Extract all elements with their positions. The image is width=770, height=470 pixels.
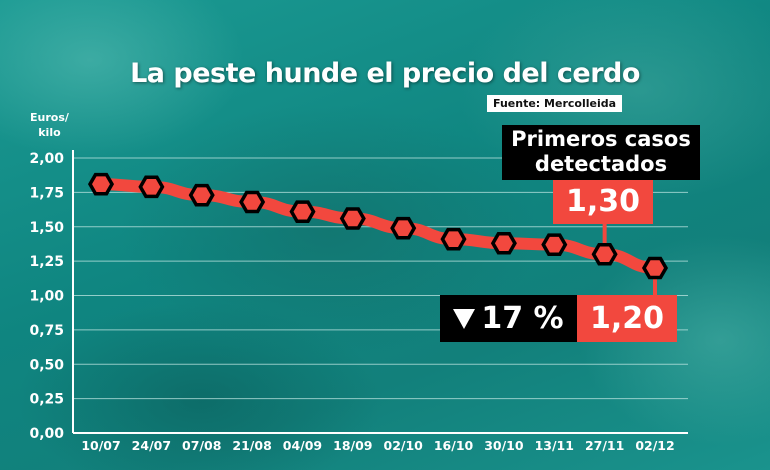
axes [72, 150, 688, 434]
last-value-callout: 1,20 [577, 295, 677, 342]
hexagon-marker-icon [87, 172, 115, 196]
hexagon-marker-icon [641, 256, 669, 280]
x-tick-label: 24/07 [132, 438, 171, 453]
y-tick-label: 0,75 [29, 323, 64, 339]
first-cases-callout: Primeros casos detectados [502, 125, 700, 180]
y-tick-label: 2,00 [29, 151, 64, 167]
y-axis-unit: Euros/ kilo [30, 110, 69, 140]
x-tick-label: 02/12 [635, 438, 674, 453]
hexagon-marker-icon [591, 242, 618, 266]
x-tick-label: 16/10 [434, 438, 474, 453]
hexagon-marker-icon [541, 233, 568, 256]
x-axis-labels: 10/07 24/07 07/08 21/08 04/09 18/09 02/10 16/10… [81, 438, 674, 453]
y-tick-label: 0,00 [29, 426, 64, 442]
y-axis-labels: 0,00 0,25 0,50 0,75 1,00 1,25 1,50 1,75 2,00 [29, 151, 64, 442]
x-tick-label: 07/08 [182, 438, 221, 453]
y-tick-label: 1,75 [29, 185, 64, 201]
x-tick-label: 30/10 [484, 438, 524, 453]
x-tick-label: 27/11 [585, 438, 624, 453]
y-tick-label: 1,25 [29, 254, 64, 270]
triangle-down-icon [453, 309, 476, 329]
y-tick-label: 0,50 [29, 357, 64, 373]
data-series [87, 172, 669, 280]
hexagon-marker-icon [289, 200, 316, 223]
first-cases-value: 1,30 [553, 180, 653, 224]
hexagon-marker-icon [188, 183, 215, 207]
x-tick-label: 21/08 [232, 438, 271, 453]
source-label: Fuente: Mercolleida [487, 95, 623, 112]
hexagon-marker-icon [339, 207, 366, 230]
y-unit-line1: Euros/ [30, 111, 69, 124]
y-tick-label: 0,25 [29, 392, 64, 408]
y-tick-label: 1,00 [29, 289, 64, 305]
drop-percent-text: 17 % [481, 301, 564, 336]
hexagon-marker-icon [239, 190, 266, 214]
x-tick-label: 10/07 [81, 438, 120, 453]
x-tick-label: 04/09 [283, 438, 322, 453]
hexagon-marker-icon [490, 231, 517, 255]
y-tick-label: 1,50 [29, 220, 64, 236]
x-tick-label: 02/10 [384, 438, 424, 453]
y-unit-line2: kilo [38, 126, 61, 139]
hexagon-marker-icon [138, 175, 165, 199]
x-tick-label: 18/09 [333, 438, 372, 453]
drop-percent-callout: 17 % [440, 295, 577, 342]
x-tick-label: 13/11 [535, 438, 574, 453]
chart-title: La peste hunde el precio del cerdo [130, 58, 640, 89]
hexagon-marker-icon [390, 216, 417, 240]
hexagon-marker-icon [440, 227, 467, 251]
